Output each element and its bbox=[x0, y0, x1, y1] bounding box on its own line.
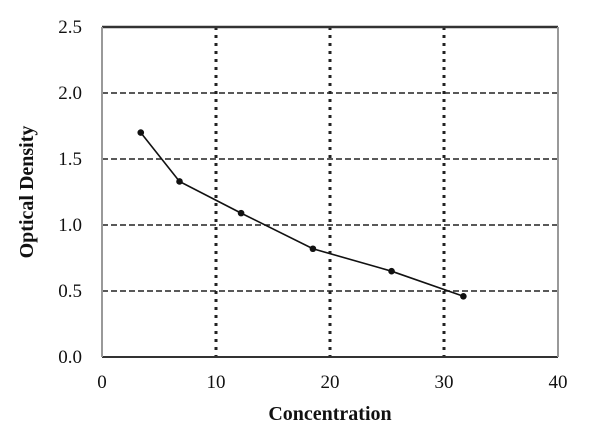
y-tick-label: 1.0 bbox=[58, 215, 82, 236]
y-tick-label: 0.5 bbox=[58, 281, 82, 302]
x-tick-label: 10 bbox=[207, 372, 226, 393]
series-line bbox=[140, 132, 464, 298]
y-tick-label: 0.0 bbox=[58, 347, 82, 368]
y-tick-label: 1.5 bbox=[58, 149, 82, 170]
x-axis-ticks: 0 10 20 30 40 bbox=[97, 372, 567, 393]
data-point-marker bbox=[237, 209, 245, 217]
x-axis-title: Concentration bbox=[268, 403, 391, 425]
x-tick-label: 20 bbox=[321, 372, 340, 393]
y-axis-ticks: 0.0 0.5 1.0 1.5 2.0 2.5 bbox=[58, 17, 82, 368]
plot-frame bbox=[101, 25, 559, 358]
data-point-marker bbox=[137, 129, 145, 136]
data-point-marker bbox=[388, 267, 395, 275]
data-series bbox=[137, 129, 467, 300]
data-point-marker bbox=[309, 245, 317, 253]
y-axis-title: Optical Density bbox=[16, 126, 38, 259]
y-tick-label: 2.0 bbox=[58, 83, 82, 104]
data-point-marker bbox=[460, 292, 467, 300]
x-tick-label: 40 bbox=[549, 372, 568, 393]
y-tick-label: 2.5 bbox=[58, 17, 82, 38]
x-tick-label: 0 bbox=[97, 372, 107, 393]
gridlines bbox=[102, 27, 558, 357]
data-point-marker bbox=[176, 178, 183, 185]
x-tick-label: 30 bbox=[435, 372, 454, 393]
